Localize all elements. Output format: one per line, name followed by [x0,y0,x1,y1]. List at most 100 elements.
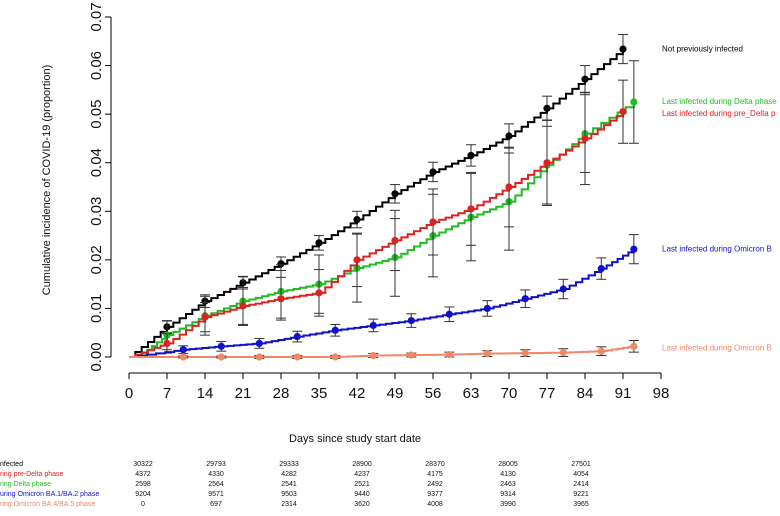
data-point [445,310,453,318]
x-axis-title: Days since study start date [289,433,421,445]
series-group [129,339,639,361]
data-point [505,132,513,140]
series-line [129,111,624,358]
risk-cell: 9440 [354,491,370,498]
data-point [521,295,529,303]
series-group [129,234,639,358]
data-point [179,353,187,361]
data-point [315,289,323,297]
series-labels: Not previously infected Last infected dur… [662,45,777,353]
y-tick-label: 0.01 [88,294,105,323]
risk-cell: 3990 [500,501,516,508]
data-point [619,108,627,116]
data-point [353,215,361,224]
data-point [369,321,377,330]
x-tick-label: 35 [311,385,328,402]
data-point [293,333,301,341]
data-point [217,342,225,350]
data-point [467,205,475,213]
data-point [483,350,491,358]
risk-cell: 28005 [498,461,518,468]
risk-cell: 28370 [425,461,445,468]
data-point [179,346,187,354]
axes: 0.00 0.01 0.02 0.03 0.04 0.05 0.06 0.07 0 7 14 21 28… [88,2,669,402]
risk-row-label: uring Omicron BA.1/BA.2 phase [0,491,99,498]
series-group [129,79,628,358]
risk-cell: 4282 [281,471,297,478]
data-point [407,316,415,325]
risk-cell: 4237 [354,471,370,478]
risk-cell: 2598 [135,481,151,488]
risk-row-label: ring pre-Delta phase [0,471,64,478]
data-point [630,98,638,106]
x-tick-label: 14 [197,385,214,402]
data-point [217,353,225,361]
x-tick-label: 56 [425,385,442,402]
data-point [315,239,323,247]
data-point [255,339,263,347]
risk-cell: 9204 [135,491,151,498]
risk-cell: 2521 [354,481,370,488]
x-tick-label: 84 [577,385,594,402]
data-point [630,245,638,253]
series-group [129,33,628,358]
risk-cell: 4054 [573,471,589,478]
risk-cell: 2414 [573,481,589,488]
data-point [331,326,339,334]
data-point [239,302,247,310]
risk-cell: 0 [141,501,145,508]
y-tick-label: 0.02 [88,245,105,274]
y-tick-label: 0.00 [88,342,105,371]
data-point [543,104,551,112]
risk-cell: 30322 [133,461,153,468]
data-point [391,190,399,198]
data-point [521,349,529,357]
data-point [429,168,437,176]
series-label: Last infected during Omicron B [662,343,772,352]
series-label: Last infected during Delta phase [662,97,777,106]
series-label: Not previously infected [662,45,743,54]
data-point [163,339,171,347]
risk-cell: 9503 [281,491,297,498]
data-point [543,159,551,167]
x-tick-label: 98 [653,385,670,402]
series-label: Last infected during Omicron B [662,245,772,254]
series-line [137,102,635,358]
data-point [293,353,301,361]
risk-cell: 2314 [281,501,297,508]
y-tick-label: 0.03 [88,197,105,226]
risk-row-label: ring Delta phase [0,481,51,488]
data-point [559,285,567,293]
data-point [277,260,285,268]
series-group [137,60,639,358]
x-tick-label: 28 [273,385,290,402]
x-tick-label: 70 [501,385,518,402]
data-point [581,75,589,83]
data-point [407,351,415,359]
risk-cell: 29333 [279,461,299,468]
x-tick-label: 0 [125,385,133,402]
risk-cell: 4330 [208,471,224,478]
data-point [505,183,513,191]
data-point [483,304,491,313]
x-tick-label: 77 [539,385,556,402]
risk-cell: 9221 [573,491,589,498]
data-point [391,236,399,245]
x-tick-label: 21 [235,385,252,402]
data-point [619,45,627,53]
x-tick-label: 49 [387,385,404,402]
risk-cell: 2564 [208,481,224,488]
x-tick-label: 42 [349,385,366,402]
data-point [201,313,209,321]
risk-table: nfected 30322 29793 29333 28900 28370 28005 275… [0,461,591,508]
risk-cell: 28900 [352,461,372,468]
series-line [129,346,635,358]
risk-cell: 2541 [281,481,297,488]
data-point [353,256,361,264]
data-point [559,349,567,357]
risk-row-label: nfected [0,461,23,468]
risk-cell: 4008 [427,501,443,508]
risk-row-label: ring Omicron BA.4/BA.5 phase [0,501,95,508]
risk-cell: 3965 [573,501,589,508]
curves [129,33,639,361]
